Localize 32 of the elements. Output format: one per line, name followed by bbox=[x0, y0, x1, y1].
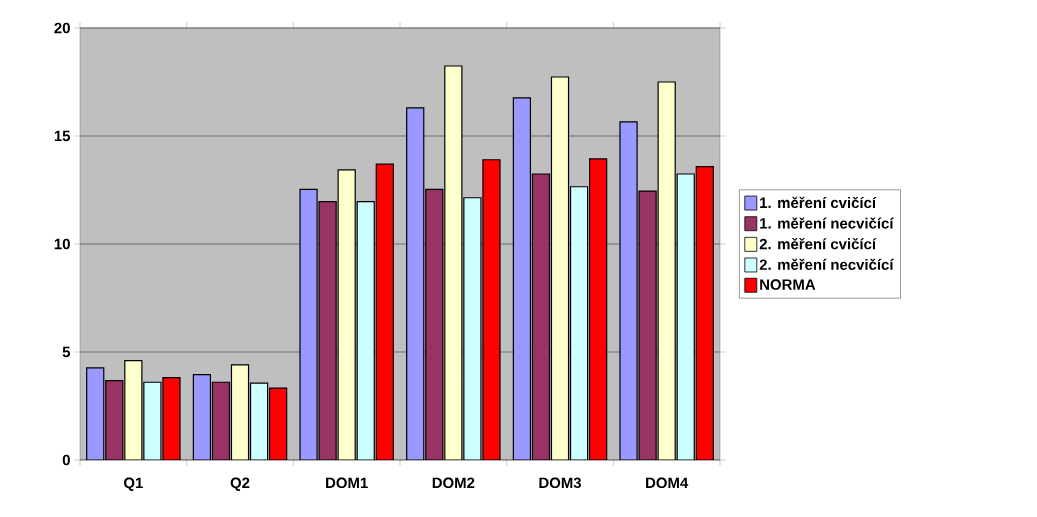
bar bbox=[531, 173, 551, 460]
y-tick-label: 5 bbox=[62, 346, 71, 358]
y-tick-label: 20 bbox=[54, 22, 70, 34]
bar bbox=[105, 380, 124, 460]
legend-label: NORMA bbox=[760, 279, 816, 290]
legend-label: 1. měření necvičící bbox=[760, 217, 894, 229]
bar bbox=[444, 65, 463, 460]
legend-label: 2. měření necvičící bbox=[759, 258, 894, 270]
bar bbox=[425, 188, 444, 460]
legend-label: 2. měření cvičící bbox=[759, 238, 877, 250]
bar bbox=[230, 364, 250, 460]
x-tick-label: Q1 bbox=[123, 477, 143, 491]
legend-label: 1. měření cvičící bbox=[760, 196, 877, 209]
x-tick-label: DOM1 bbox=[326, 477, 368, 489]
bar bbox=[569, 186, 589, 460]
bar bbox=[318, 201, 337, 460]
y-tick-label: 10 bbox=[54, 238, 70, 250]
x-tick-label: Q2 bbox=[230, 477, 250, 491]
bar bbox=[211, 381, 231, 460]
x-tick-label: DOM2 bbox=[432, 477, 475, 489]
bar bbox=[249, 382, 269, 460]
bar bbox=[657, 81, 676, 460]
x-tick-label: DOM4 bbox=[646, 477, 689, 489]
bar bbox=[676, 173, 695, 460]
bar bbox=[337, 169, 356, 460]
y-tick-label: 0 bbox=[62, 454, 70, 466]
bar bbox=[124, 360, 143, 460]
y-tick-label: 15 bbox=[54, 130, 71, 142]
x-tick-label: DOM3 bbox=[539, 477, 582, 489]
bar bbox=[356, 201, 375, 460]
bar bbox=[638, 190, 657, 460]
bar bbox=[550, 76, 570, 460]
